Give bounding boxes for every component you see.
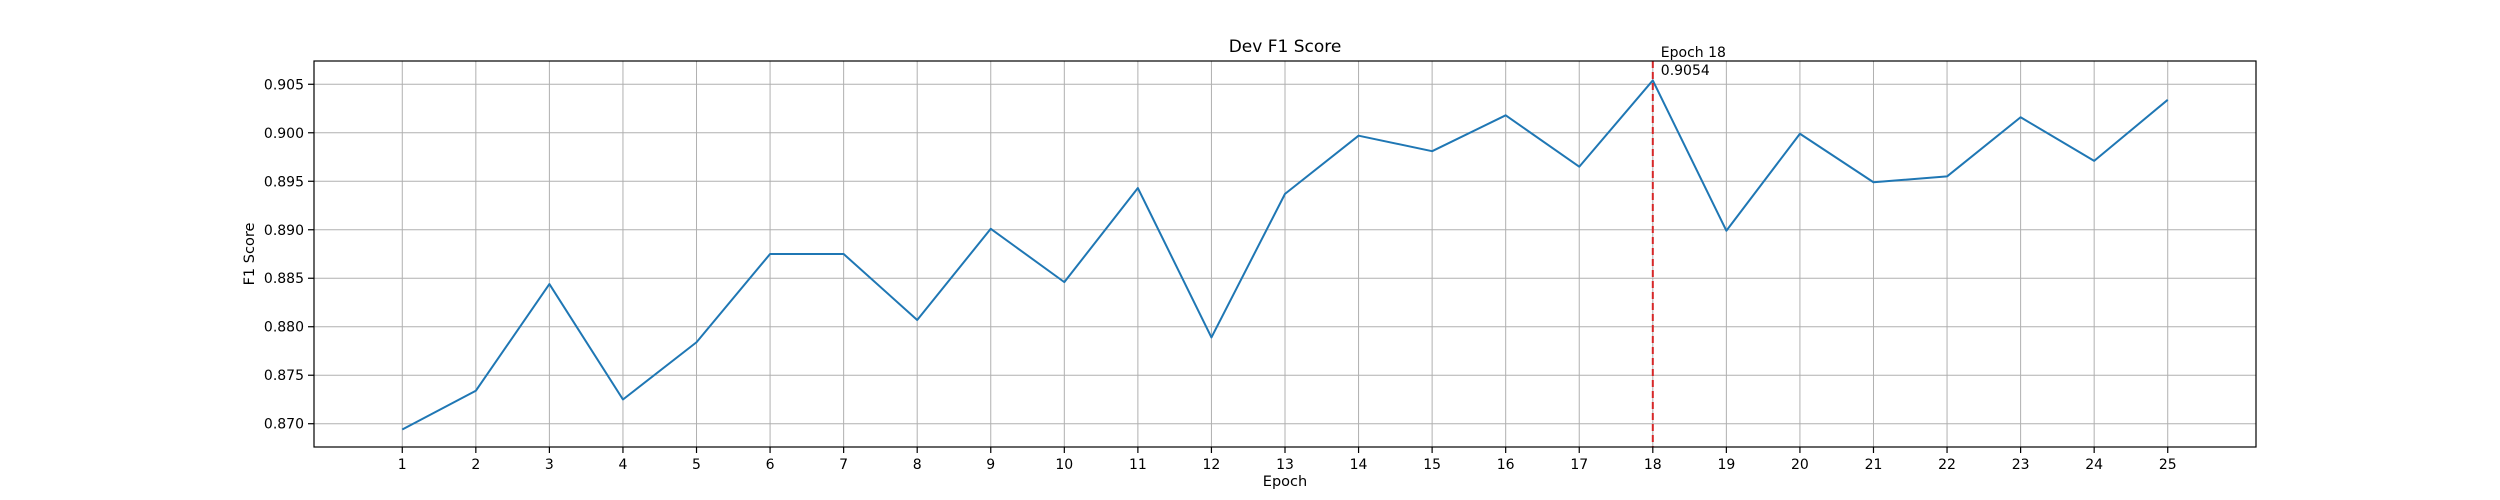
y-tick-label: 0.895 (264, 174, 304, 190)
annotation-value-label: 0.9054 (1661, 63, 1710, 79)
series-line (401, 79, 2169, 431)
y-tick-label: 0.870 (264, 417, 304, 433)
y-tick-label: 0.885 (264, 271, 304, 287)
x-tick-label: 15 (1423, 457, 1441, 473)
x-tick-label: 1 (398, 457, 407, 473)
x-tick-label: 5 (692, 457, 701, 473)
x-tick-label: 12 (1203, 457, 1221, 473)
series-layer (401, 79, 2169, 431)
x-tick-label: 14 (1350, 457, 1368, 473)
y-tick-label: 0.900 (264, 126, 304, 142)
x-tick-label: 11 (1129, 457, 1147, 473)
ticks-layer: 1 2 3 4 5 6 7 8 9 10 11 12 13 14 15 16 17 18 19 20 21 22 23 24 2… (264, 77, 2177, 473)
x-tick-label: 22 (1938, 457, 1956, 473)
x-tick-label: 23 (2012, 457, 2030, 473)
x-tick-label: 16 (1497, 457, 1515, 473)
x-tick-label: 18 (1644, 457, 1662, 473)
x-tick-label: 8 (913, 457, 922, 473)
chart-title: Dev F1 Score (1229, 37, 1342, 57)
x-tick-label: 7 (839, 457, 848, 473)
grid-layer (314, 61, 2256, 447)
x-tick-label: 3 (545, 457, 554, 473)
x-axis-title: Epoch (1263, 474, 1307, 490)
x-tick-label: 4 (618, 457, 627, 473)
annotation-epoch-label: Epoch 18 (1661, 45, 1726, 61)
y-tick-label: 0.880 (264, 320, 304, 336)
y-axis-title: F1 Score (242, 223, 258, 286)
x-tick-label: 10 (1055, 457, 1073, 473)
x-tick-label: 20 (1791, 457, 1809, 473)
x-tick-label: 25 (2159, 457, 2177, 473)
x-tick-label: 21 (1865, 457, 1883, 473)
x-tick-label: 9 (986, 457, 995, 473)
x-tick-label: 19 (1717, 457, 1735, 473)
y-tick-label: 0.875 (264, 368, 304, 384)
x-tick-label: 24 (2085, 457, 2103, 473)
x-tick-label: 2 (471, 457, 480, 473)
y-tick-label: 0.890 (264, 223, 304, 239)
y-tick-label: 0.905 (264, 77, 304, 93)
x-tick-label: 13 (1276, 457, 1294, 473)
x-tick-label: 6 (766, 457, 775, 473)
x-tick-label: 17 (1570, 457, 1588, 473)
